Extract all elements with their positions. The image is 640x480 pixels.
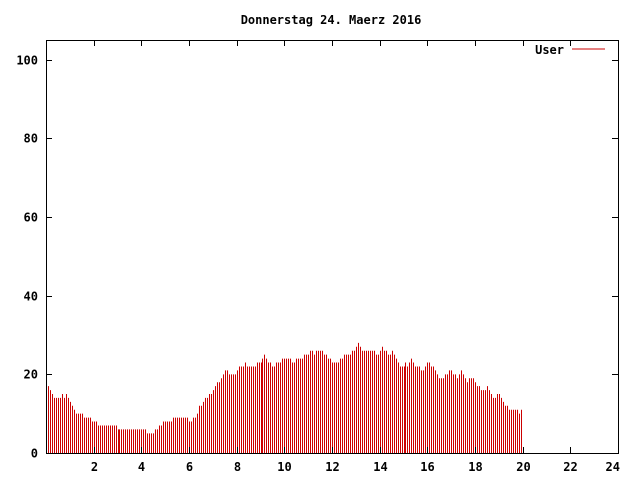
y-tick-label: 100 [16,54,38,68]
x-tick-label: 18 [468,460,482,474]
y-tick-label: 0 [31,447,38,461]
x-tick-label: 12 [325,460,339,474]
y-tick-label: 40 [24,290,38,304]
x-tick-label: 20 [516,460,530,474]
y-tick-label: 80 [24,132,38,146]
y-tick-label: 20 [24,368,38,382]
x-tick-label: 10 [277,460,291,474]
x-tick-label: 16 [420,460,434,474]
x-tick-label: 6 [186,460,193,474]
x-tick-label: 14 [373,460,387,474]
y-tick-label: 60 [24,211,38,225]
bars [46,342,522,453]
x-tick-label: 4 [138,460,145,474]
legend-label-user: User [535,43,564,57]
chart-title: Donnerstag 24. Maerz 2016 [241,13,422,27]
x-tick-label: 2 [91,460,98,474]
x-tick-label: 24 [606,460,620,474]
x-tick-label: 22 [563,460,577,474]
x-tick-label: 8 [234,460,241,474]
legend: User [535,43,605,57]
